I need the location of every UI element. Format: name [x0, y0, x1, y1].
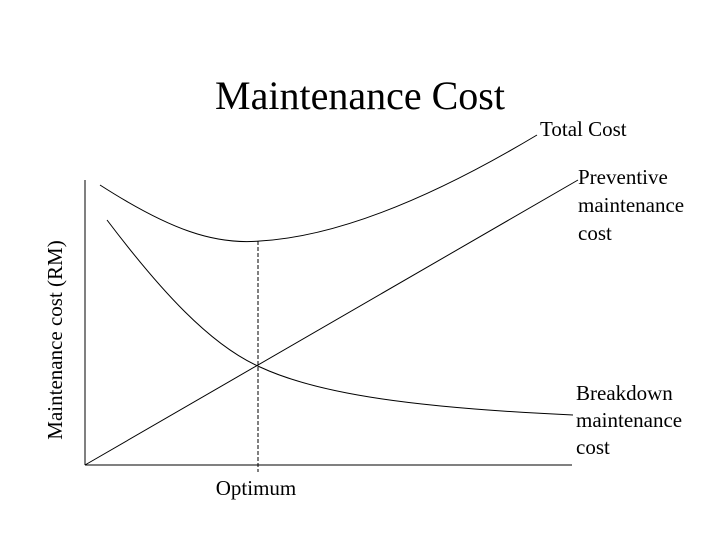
total-cost-curve: [99, 134, 538, 243]
preventive-cost-line: [84, 179, 579, 466]
y-axis-label: Maintenance cost (RM): [43, 240, 67, 439]
total-cost-label: Total Cost: [540, 117, 627, 141]
breakdown-cost-curve: [106, 219, 574, 416]
preventive-label: Preventive: [578, 165, 668, 189]
preventive-label: maintenance: [578, 193, 684, 217]
breakdown-label: cost: [576, 435, 610, 459]
breakdown-label: maintenance: [576, 408, 682, 432]
breakdown-label: Breakdown: [576, 381, 673, 405]
preventive-label: cost: [578, 221, 612, 245]
title: Maintenance Cost: [215, 73, 505, 118]
optimum-label: Optimum: [216, 476, 297, 500]
